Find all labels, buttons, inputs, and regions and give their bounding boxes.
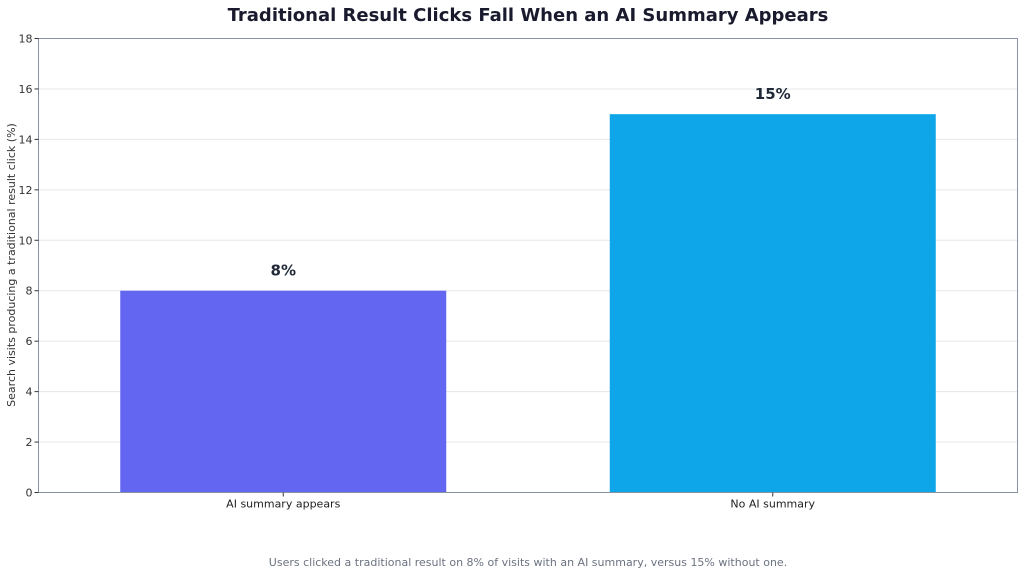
bar-data-label: 8%	[271, 262, 296, 280]
y-tick-label: 10	[19, 234, 33, 247]
bar-no-ai-summary	[609, 114, 936, 493]
bar-ai-summary-appears	[120, 290, 447, 493]
data-labels: 8% 15%	[271, 85, 791, 280]
y-tick-label: 18	[19, 33, 33, 46]
x-tick-label: AI summary appears	[226, 498, 340, 511]
x-axis: AI summary appears No AI summary	[226, 492, 816, 511]
y-tick-label: 8	[26, 285, 33, 298]
x-tick-label: No AI summary	[730, 498, 815, 511]
chart-title: Traditional Result Clicks Fall When an A…	[228, 5, 829, 26]
plot-frame	[38, 38, 1018, 493]
y-tick-label: 4	[26, 386, 33, 399]
y-tick-label: 2	[26, 436, 33, 449]
y-tick-label: 14	[19, 133, 33, 146]
y-axis-label: Search visits producing a traditional re…	[5, 123, 18, 407]
y-tick-label: 0	[26, 487, 33, 500]
y-tick-label: 6	[26, 335, 33, 348]
y-axis: 0 2 4 6 8 10 12 14 16 18	[19, 33, 39, 500]
y-tick-label: 16	[19, 83, 33, 96]
bar-data-label: 15%	[755, 85, 791, 103]
y-tick-label: 12	[19, 184, 33, 197]
bars	[120, 114, 936, 493]
chart-footnote: Users clicked a traditional result on 8%…	[269, 556, 787, 569]
